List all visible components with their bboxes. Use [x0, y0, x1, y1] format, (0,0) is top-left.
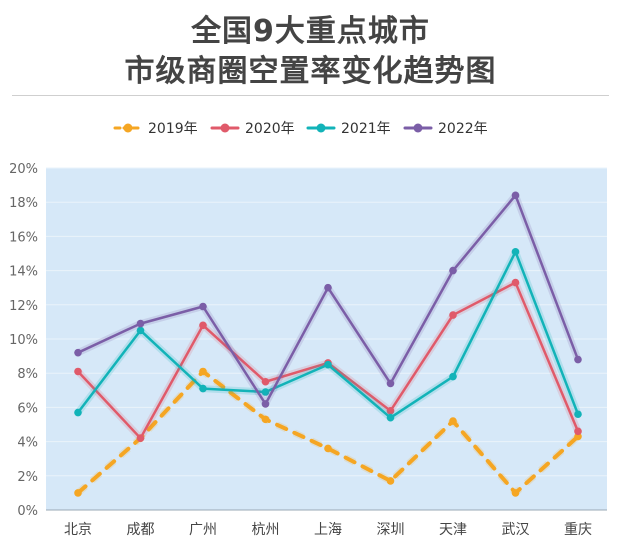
data-point — [261, 400, 270, 408]
chart-title-line1: 全国9大重点城市 — [191, 14, 430, 49]
legend-marker — [220, 123, 230, 133]
y-tick-label: 0% — [17, 504, 38, 519]
x-tick-label: 天津 — [439, 522, 467, 538]
data-point — [449, 417, 457, 425]
data-point — [449, 311, 457, 319]
y-tick-label: 10% — [9, 333, 38, 348]
y-tick-label: 2% — [17, 470, 38, 485]
x-tick-label: 上海 — [314, 522, 342, 538]
x-tick-label: 成都 — [127, 522, 155, 538]
data-point — [199, 302, 207, 311]
data-point — [136, 434, 145, 442]
data-point — [261, 415, 270, 424]
y-tick-label: 14% — [9, 265, 38, 280]
x-tick-label: 杭州 — [252, 522, 280, 538]
y-tick-label: 18% — [9, 196, 38, 211]
data-point — [199, 321, 207, 330]
data-point — [511, 191, 520, 200]
y-tick-label: 8% — [17, 367, 38, 382]
x-tick-label: 重庆 — [564, 522, 592, 538]
x-tick-label: 广州 — [189, 522, 217, 538]
data-point — [74, 367, 82, 376]
data-point — [74, 489, 82, 497]
x-tick-label: 武汉 — [502, 522, 530, 538]
data-point — [574, 427, 582, 436]
data-point — [74, 408, 82, 417]
legend-label: 2019年 — [148, 121, 198, 137]
data-point — [511, 489, 520, 497]
title-divider — [12, 95, 609, 96]
data-point — [261, 388, 270, 396]
data-point — [386, 413, 395, 422]
legend-marker — [123, 123, 133, 133]
y-tick-label: 4% — [17, 436, 38, 451]
data-point — [449, 266, 457, 275]
data-point — [74, 348, 82, 357]
data-point — [511, 247, 520, 256]
x-tick-label: 北京 — [64, 522, 92, 538]
data-point — [386, 477, 395, 485]
data-point — [511, 278, 520, 287]
x-tick-label: 深圳 — [377, 522, 405, 538]
y-tick-label: 6% — [17, 401, 38, 416]
y-tick-label: 16% — [9, 230, 38, 245]
data-point — [386, 407, 395, 415]
data-point — [199, 367, 207, 376]
data-point — [136, 319, 145, 328]
data-point — [324, 360, 332, 369]
data-point — [449, 372, 457, 381]
legend-marker — [316, 123, 326, 133]
data-point — [136, 326, 145, 335]
legend-marker — [413, 123, 423, 133]
chart-title-line2: 市级商圈空置率变化趋势图 — [124, 54, 497, 89]
data-point — [386, 379, 395, 388]
data-point — [199, 384, 207, 393]
data-point — [261, 377, 270, 386]
legend-label: 2022年 — [438, 121, 488, 137]
data-point — [574, 355, 582, 364]
legend-label: 2020年 — [245, 121, 295, 137]
data-point — [324, 444, 332, 453]
y-tick-label: 12% — [9, 299, 38, 314]
y-tick-label: 20% — [9, 162, 38, 177]
data-point — [324, 283, 332, 292]
legend-label: 2021年 — [341, 121, 391, 137]
data-point — [574, 410, 582, 419]
